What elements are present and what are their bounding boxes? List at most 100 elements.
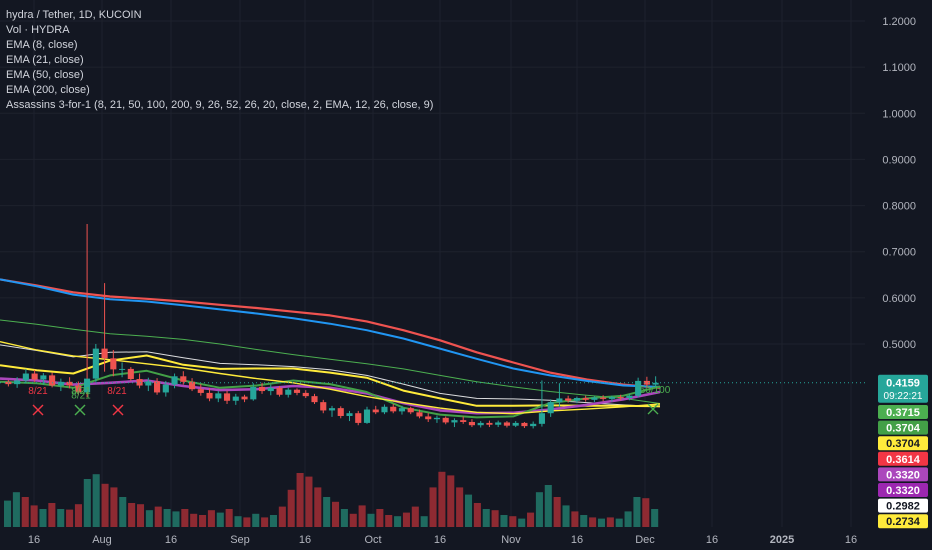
candle[interactable] — [573, 397, 580, 401]
legend-symbol[interactable]: hydra / Tether, 1D, KUCOIN — [6, 9, 142, 21]
candle[interactable] — [171, 376, 178, 385]
candle[interactable] — [84, 378, 91, 393]
candle[interactable] — [14, 380, 21, 385]
candle[interactable] — [442, 417, 449, 423]
candle[interactable] — [223, 393, 231, 401]
candle[interactable] — [547, 402, 554, 414]
candle[interactable] — [232, 396, 239, 401]
candle[interactable] — [486, 422, 493, 425]
candle[interactable] — [538, 413, 545, 424]
candle[interactable] — [468, 421, 476, 426]
volume-bar — [207, 510, 215, 527]
candle[interactable] — [355, 413, 362, 423]
candle[interactable] — [433, 417, 441, 420]
candle[interactable] — [416, 412, 423, 417]
candle[interactable] — [302, 392, 309, 397]
candle[interactable] — [617, 397, 624, 399]
candle[interactable] — [180, 376, 187, 382]
candle[interactable] — [477, 422, 484, 426]
candle[interactable] — [425, 416, 432, 420]
candle[interactable] — [136, 379, 143, 386]
signal-cross-icon — [647, 403, 659, 415]
candle[interactable] — [57, 381, 64, 386]
y-tick-label: 0.5000 — [882, 339, 916, 351]
candle[interactable] — [154, 381, 161, 393]
legend-assassins[interactable]: Assassins 3-for-1 (8, 21, 50, 100, 200, … — [6, 99, 434, 111]
candle[interactable] — [503, 422, 510, 426]
indicator-price-label: 0.2982 — [886, 501, 920, 513]
candle[interactable] — [40, 375, 47, 380]
candle[interactable] — [626, 395, 633, 398]
volume-bar — [199, 515, 207, 527]
candle[interactable] — [582, 397, 589, 400]
candle[interactable] — [608, 397, 615, 399]
candle[interactable] — [521, 422, 528, 427]
candle[interactable] — [162, 384, 169, 393]
candle[interactable] — [363, 409, 371, 423]
volume-bar — [128, 503, 136, 527]
candle[interactable] — [635, 380, 642, 396]
candle[interactable] — [512, 422, 519, 426]
signal-label: 8/21 — [71, 386, 91, 397]
candle[interactable] — [285, 389, 292, 395]
candle[interactable] — [250, 386, 257, 400]
candle[interactable] — [451, 420, 458, 423]
candle[interactable] — [31, 373, 38, 380]
candle[interactable] — [215, 393, 222, 399]
candle[interactable] — [127, 368, 134, 380]
volume-bar — [394, 516, 402, 527]
candle[interactable] — [390, 406, 397, 412]
candle[interactable] — [337, 408, 344, 416]
candle[interactable] — [556, 398, 563, 403]
candle[interactable] — [495, 422, 502, 425]
volume-bar — [172, 511, 180, 527]
candle[interactable] — [643, 380, 650, 385]
candle[interactable] — [530, 423, 537, 427]
legend-volume[interactable]: Vol · HYDRA — [6, 24, 70, 36]
candle[interactable] — [188, 381, 196, 390]
legend-ema50[interactable]: EMA (50, close) — [6, 69, 84, 81]
candle[interactable] — [101, 348, 108, 359]
candle[interactable] — [66, 381, 73, 386]
legend-ema8[interactable]: EMA (8, close) — [6, 39, 78, 51]
candle[interactable] — [145, 381, 152, 386]
candle[interactable] — [346, 413, 353, 416]
candle[interactable] — [398, 408, 406, 412]
candle[interactable] — [119, 368, 126, 370]
candle[interactable] — [381, 406, 388, 413]
volume-bar — [83, 479, 91, 527]
candle[interactable] — [591, 397, 598, 400]
candle[interactable] — [276, 387, 283, 395]
candle[interactable] — [565, 398, 572, 401]
candle[interactable] — [460, 420, 467, 422]
candle[interactable] — [206, 392, 213, 399]
candle[interactable] — [22, 373, 29, 381]
candle[interactable] — [311, 396, 318, 403]
candle[interactable] — [600, 397, 607, 399]
signal-label: 8/21 — [28, 386, 48, 397]
candle[interactable] — [267, 387, 274, 392]
volume-bar — [243, 517, 251, 527]
volume-bar — [119, 497, 127, 527]
candle[interactable] — [652, 382, 659, 385]
candle[interactable] — [197, 389, 204, 393]
legend-ema21[interactable]: EMA (21, close) — [6, 54, 84, 66]
candle[interactable] — [328, 408, 336, 411]
candle[interactable] — [320, 402, 327, 411]
volume-bar — [606, 517, 614, 527]
candle[interactable] — [49, 375, 56, 386]
candle[interactable] — [92, 348, 99, 379]
candle[interactable] — [372, 409, 379, 413]
candle[interactable] — [293, 389, 301, 393]
volume-bar — [190, 513, 198, 527]
candle[interactable] — [110, 358, 117, 370]
y-tick-label: 0.8000 — [882, 201, 916, 213]
candle[interactable] — [75, 385, 82, 393]
volume-bar — [597, 518, 606, 527]
candle[interactable] — [407, 408, 414, 413]
legend-ema200[interactable]: EMA (200, close) — [6, 84, 90, 96]
candle[interactable] — [258, 386, 266, 392]
candle[interactable] — [241, 396, 248, 400]
